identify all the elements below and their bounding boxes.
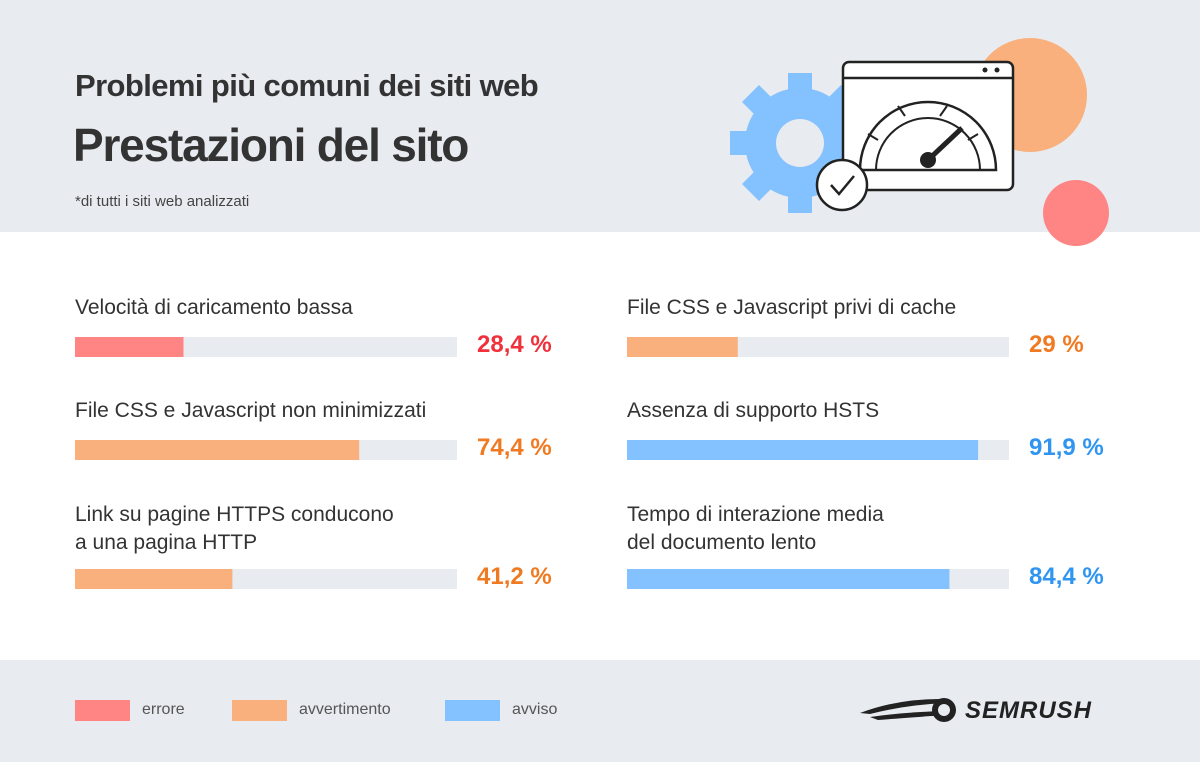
- category-label: File CSS e Javascript non minimizzati: [75, 399, 427, 422]
- category-label: Tempo di interazione media del documento…: [627, 503, 884, 554]
- footer-band: [0, 660, 1200, 762]
- category-label: Link su pagine HTTPS conducono a una pag…: [75, 503, 394, 554]
- bar: [627, 337, 738, 357]
- title: Problemi più comuni dei siti web: [75, 68, 539, 103]
- legend-swatch: [75, 700, 130, 721]
- brand-logo: SEMRUSH: [965, 697, 1093, 724]
- legend-label: errore: [142, 701, 185, 718]
- category-label: Assenza di supporto HSTS: [627, 399, 880, 422]
- legend-label: avviso: [512, 701, 558, 718]
- value-label: 29 %: [1029, 331, 1084, 358]
- category-label: Velocità di caricamento bassa: [75, 296, 353, 319]
- value-label: 41,2 %: [477, 563, 552, 590]
- value-label: 74,4 %: [477, 434, 552, 461]
- value-label: 84,4 %: [1029, 563, 1104, 590]
- category-label: File CSS e Javascript privi di cache: [627, 296, 957, 319]
- subtitle: Prestazioni del sito: [73, 119, 469, 171]
- value-label: 28,4 %: [477, 331, 552, 358]
- value-label: 91,9 %: [1029, 434, 1104, 461]
- illustration: [730, 38, 1109, 246]
- legend-swatch: [445, 700, 500, 721]
- legend-label: avvertimento: [299, 701, 391, 718]
- bar: [75, 337, 184, 357]
- bar: [627, 440, 979, 460]
- footnote: *di tutti i siti web analizzati: [75, 193, 250, 210]
- logo-mark: [860, 698, 956, 722]
- bar: [75, 440, 360, 460]
- legend-swatch: [232, 700, 287, 721]
- bar: [75, 569, 233, 589]
- bar: [627, 569, 950, 589]
